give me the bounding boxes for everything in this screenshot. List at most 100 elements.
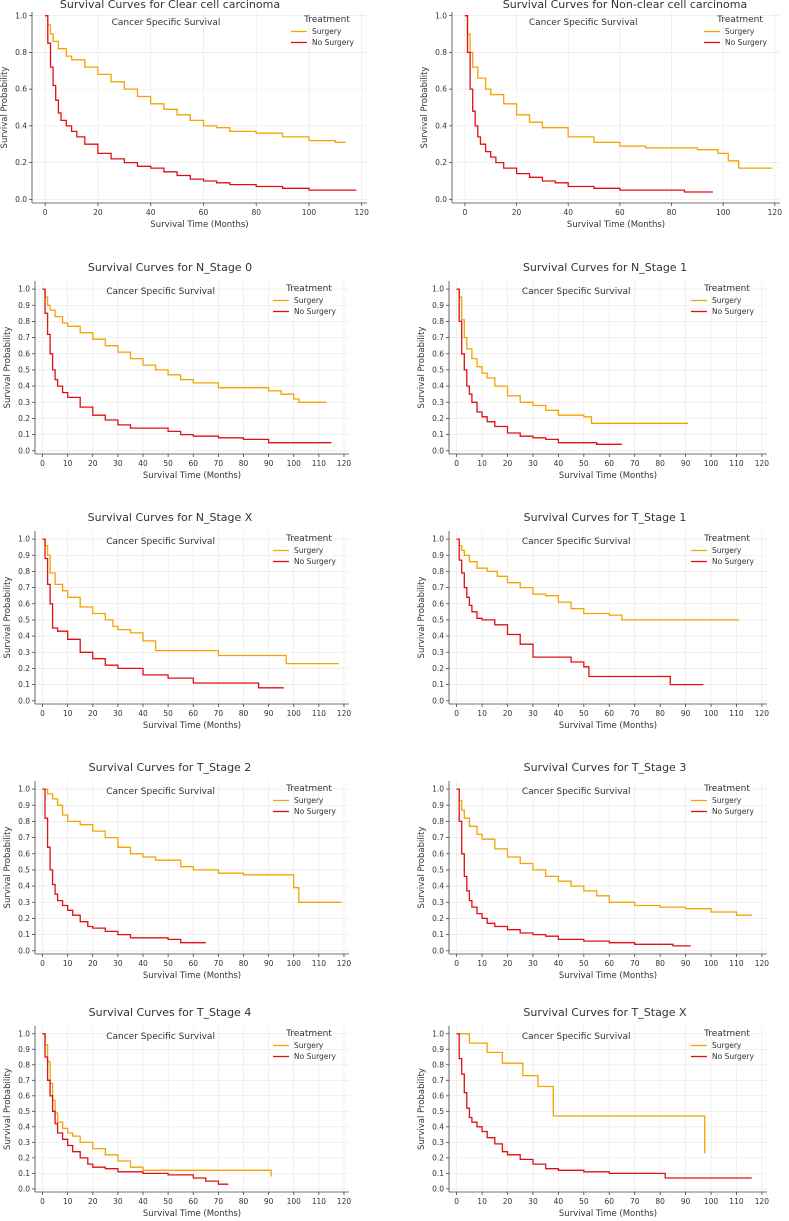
x-tick-label: 30 [113,459,123,468]
y-tick-label: 1.0 [432,285,444,294]
chart-subtitle: Cancer Specific Survival [106,1032,215,1042]
x-tick-label: 90 [264,709,274,718]
x-axis-label: Survival Time (Months) [143,721,241,731]
y-tick-label: 1.0 [432,535,444,544]
x-tick-label: 100 [287,1197,302,1206]
y-axis-label: Survival Probability [420,67,430,149]
series-line-surgery [456,288,689,424]
y-tick-label: 1.0 [18,785,30,794]
y-axis-label: Survival Probability [3,327,13,409]
chart-title: Survival Curves for T_Stage 2 [89,761,252,774]
y-tick-label: 0.2 [432,664,444,673]
x-tick-label: 30 [528,959,538,968]
chart-subtitle: Cancer Specific Survival [522,537,631,547]
x-tick-label: 0 [454,709,459,718]
y-tick-label: 0.6 [18,349,30,358]
y-tick-label: 0.0 [432,1184,444,1193]
y-tick-label: 0.4 [432,382,444,391]
y-tick-label: 0.8 [432,1060,444,1069]
y-tick-label: 0.8 [18,817,30,826]
legend-label-no-surgery: No Surgery [712,557,755,566]
y-tick-label: 0.1 [18,1169,30,1178]
legend-label-no-surgery: No Surgery [712,307,755,316]
x-tick-label: 100 [704,1197,719,1206]
y-tick-label: 0.1 [18,930,30,939]
y-axis-label: Survival Probability [417,327,427,409]
y-tick-label: 0.2 [432,1153,444,1162]
series-line-no-surgery [42,538,284,689]
y-tick-label: 0.8 [18,317,30,326]
x-tick-label: 70 [214,1197,224,1206]
y-tick-label: 0.3 [432,398,444,407]
y-tick-label: 0.8 [15,48,27,57]
x-tick-label: 50 [579,459,589,468]
y-tick-label: 0.5 [18,1107,30,1116]
chart-panel-t-stage-4: 0 10 20 30 40 50 60 70 80 90 100 110 120 0.0 0.1 0.2 0.3… [3,1006,351,1219]
series-line-surgery [456,1033,706,1154]
y-tick-label: 0.4 [432,632,444,641]
y-tick-label: 0.9 [18,801,30,810]
x-tick-label: 120 [755,959,770,968]
y-tick-label: 0.9 [432,301,444,310]
chart-title: Survival Curves for T_Stage 3 [524,761,687,774]
x-tick-label: 60 [188,959,198,968]
x-tick-label: 70 [214,709,224,718]
y-axis-label: Survival Probability [417,1068,427,1150]
y-tick-label: 0.0 [435,195,447,204]
y-tick-label: 0.2 [432,414,444,423]
series-line-no-surgery [456,788,691,947]
series-line-no-surgery [464,15,713,193]
y-axis-label: Survival Probability [3,827,13,909]
series-line-surgery [42,1033,272,1177]
x-tick-label: 80 [655,959,665,968]
y-tick-label: 0.6 [18,599,30,608]
series-line-surgery [42,288,327,403]
legend-title: Treatment [716,15,763,25]
y-tick-label: 0.0 [432,946,444,955]
series-line-no-surgery [42,288,332,444]
x-tick-label: 60 [604,459,614,468]
x-tick-label: 100 [704,459,719,468]
y-tick-label: 0.4 [432,882,444,891]
chart-subtitle: Cancer Specific Survival [522,1032,631,1042]
y-tick-label: 0.7 [432,1076,444,1085]
x-tick-label: 50 [163,1197,173,1206]
x-tick-label: 60 [604,709,614,718]
chart-panel-t-stage-2: 0 10 20 30 40 50 60 70 80 90 100 110 120 0.0 0.1 0.2 0.3… [3,761,351,981]
x-tick-label: 70 [214,959,224,968]
x-tick-label: 100 [704,959,719,968]
x-tick-label: 10 [63,709,73,718]
y-tick-label: 0.1 [432,680,444,689]
y-tick-label: 0.0 [432,446,444,455]
y-tick-label: 0.4 [432,1122,444,1131]
x-tick-label: 0 [463,208,468,217]
y-tick-label: 0.6 [18,1091,30,1100]
legend-title: Treatment [303,15,350,25]
series-line-no-surgery [456,1033,752,1179]
y-axis-label: Survival Probability [417,577,427,659]
y-tick-label: 1.0 [432,785,444,794]
legend-label-surgery: Surgery [294,296,324,305]
x-tick-label: 40 [146,208,156,217]
y-tick-label: 0.4 [18,1122,30,1131]
x-tick-label: 70 [630,959,640,968]
y-tick-label: 0.3 [432,1138,444,1147]
x-tick-label: 80 [655,1197,665,1206]
x-tick-label: 60 [188,1197,198,1206]
legend-label-no-surgery: No Surgery [312,38,355,47]
y-tick-label: 0.6 [432,1091,444,1100]
series-line-surgery [456,538,739,621]
x-tick-label: 30 [113,709,123,718]
y-tick-label: 0.5 [432,616,444,625]
series-line-surgery [456,788,752,916]
x-tick-label: 90 [681,1197,691,1206]
y-tick-label: 0.0 [15,195,27,204]
y-tick-label: 0.6 [435,85,447,94]
legend-label-no-surgery: No Surgery [712,1052,755,1061]
x-tick-label: 120 [755,709,770,718]
x-tick-label: 10 [477,709,487,718]
chart-title: Survival Curves for T_Stage X [523,1006,687,1019]
x-tick-label: 30 [113,959,123,968]
x-axis-label: Survival Time (Months) [559,471,657,481]
